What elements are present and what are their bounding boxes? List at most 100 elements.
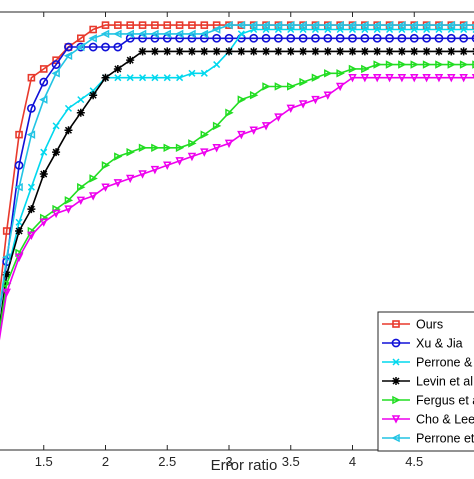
- data-point-marker: [39, 170, 48, 179]
- data-point-marker: [385, 47, 394, 56]
- data-point-marker: [114, 152, 123, 161]
- data-point-marker: [397, 47, 406, 56]
- legend-entry: Cho & Lee: [382, 413, 474, 427]
- data-point-marker: [212, 47, 221, 56]
- data-point-marker: [163, 143, 172, 152]
- data-point-marker: [163, 47, 172, 56]
- data-point-marker: [225, 108, 234, 117]
- data-point-marker: [384, 20, 394, 30]
- data-point-marker: [311, 33, 320, 43]
- data-point-marker: [471, 34, 474, 43]
- series-perrone-et-al-: [0, 20, 474, 311]
- data-point-marker: [200, 148, 209, 157]
- data-point-marker: [410, 60, 419, 69]
- data-point-marker: [360, 33, 370, 43]
- data-point-marker: [188, 139, 197, 148]
- data-point-marker: [163, 74, 171, 82]
- data-point-marker: [422, 73, 431, 83]
- data-point-marker: [446, 20, 456, 30]
- data-point-marker: [447, 60, 456, 69]
- x-tick-label: 4.5: [405, 454, 423, 469]
- data-point-marker: [237, 95, 247, 104]
- data-point-marker: [249, 33, 259, 43]
- data-point-marker: [336, 69, 345, 78]
- data-point-marker: [126, 147, 135, 157]
- data-point-marker: [310, 20, 320, 30]
- data-point-marker: [373, 47, 382, 56]
- data-point-marker: [372, 33, 382, 43]
- data-point-marker: [15, 130, 23, 139]
- data-point-marker: [224, 20, 233, 30]
- data-point-marker: [392, 377, 400, 385]
- data-point-marker: [77, 34, 85, 43]
- data-point-marker: [273, 20, 283, 30]
- data-point-marker: [176, 74, 184, 82]
- data-point-marker: [88, 42, 98, 52]
- data-point-marker: [348, 73, 357, 83]
- data-point-marker: [52, 148, 61, 157]
- data-point-marker: [113, 29, 122, 39]
- data-point-marker: [434, 47, 443, 56]
- data-point-marker: [286, 33, 296, 43]
- data-point-marker: [392, 395, 401, 405]
- x-tick-label: 2: [102, 454, 109, 469]
- data-point-marker: [39, 95, 48, 104]
- data-point-marker: [459, 47, 468, 56]
- data-point-marker: [410, 47, 419, 56]
- series-levin-et-al-: [0, 47, 474, 329]
- data-point-marker: [150, 165, 160, 175]
- data-point-marker: [76, 108, 85, 117]
- data-point-marker: [89, 25, 97, 34]
- data-point-marker: [299, 77, 308, 87]
- data-point-marker: [139, 74, 147, 82]
- data-point-marker: [88, 34, 97, 43]
- data-point-marker: [298, 20, 307, 30]
- data-point-marker: [200, 130, 209, 139]
- data-point-marker: [188, 69, 196, 77]
- data-point-marker: [409, 33, 419, 43]
- data-point-marker: [360, 73, 370, 83]
- data-point-marker: [434, 20, 443, 30]
- data-point-marker: [287, 82, 296, 91]
- data-point-marker: [27, 73, 36, 82]
- data-point-marker: [397, 73, 407, 83]
- legend-entry: Ours: [382, 318, 443, 332]
- legend-label: Cho & Lee: [416, 413, 474, 427]
- data-point-marker: [348, 33, 357, 43]
- data-point-marker: [273, 33, 283, 43]
- data-point-marker: [323, 20, 332, 30]
- data-point-marker: [138, 143, 148, 152]
- data-point-marker: [323, 47, 332, 56]
- data-point-marker: [311, 95, 320, 105]
- data-point-marker: [64, 42, 73, 52]
- data-point-marker: [2, 253, 11, 262]
- data-point-marker: [398, 60, 407, 69]
- data-point-marker: [335, 20, 344, 30]
- data-point-marker: [101, 21, 110, 29]
- data-point-marker: [459, 60, 469, 69]
- data-point-marker: [298, 33, 308, 43]
- legend-label: Ours: [416, 318, 443, 332]
- data-point-marker: [211, 25, 221, 34]
- data-point-marker: [2, 227, 11, 235]
- data-point-marker: [335, 33, 345, 43]
- data-point-marker: [2, 270, 11, 279]
- data-point-marker: [151, 143, 160, 152]
- data-point-marker: [391, 338, 401, 348]
- legend-label: Perrone & Favaro: [416, 356, 474, 370]
- data-point-marker: [261, 20, 270, 30]
- series-fergus-et-al-: [0, 60, 474, 332]
- data-point-marker: [323, 33, 333, 43]
- legend-entry: Perrone et al.: [382, 432, 474, 446]
- data-point-marker: [459, 33, 469, 43]
- series-line: [0, 24, 474, 311]
- legend-label: Levin et al.: [416, 375, 474, 389]
- data-point-marker: [101, 73, 110, 82]
- data-point-marker: [76, 42, 85, 52]
- data-point-marker: [459, 73, 468, 83]
- data-point-marker: [76, 196, 86, 206]
- data-point-marker: [64, 104, 72, 112]
- x-tick-label: 2.5: [158, 454, 176, 469]
- data-point-marker: [372, 20, 381, 30]
